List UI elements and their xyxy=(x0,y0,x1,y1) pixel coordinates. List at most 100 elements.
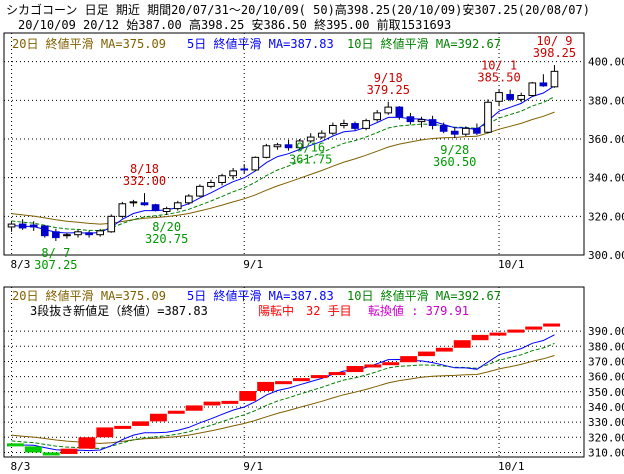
upper-candles xyxy=(7,65,559,241)
lower-y-tick-label: 370.00 xyxy=(588,355,624,368)
candle-up xyxy=(251,156,260,171)
candle-up xyxy=(528,82,537,97)
candle-down xyxy=(351,123,359,129)
upper-y-ticks: 300.00 320.00 340.00 360.00 380.00 400.00 xyxy=(588,56,624,262)
brick-up xyxy=(346,365,364,373)
candle-up xyxy=(329,124,337,134)
lower-y-tick-label: 310.00 xyxy=(588,446,624,459)
brick-up xyxy=(96,427,114,438)
candle-down xyxy=(539,82,548,87)
candle-up xyxy=(218,175,226,184)
brick-up xyxy=(275,381,292,385)
lower-y-tick-label: 340.00 xyxy=(588,401,624,414)
brick-down xyxy=(42,452,60,456)
candle-up xyxy=(184,195,193,204)
lower-legend-ma20: 20日 終値平滑 MA=375.09 xyxy=(12,288,166,303)
brick-up xyxy=(114,425,132,429)
brick-up xyxy=(310,375,328,379)
candle-down xyxy=(506,94,514,100)
candle-down xyxy=(40,225,49,237)
candle-up xyxy=(306,136,315,142)
candle-up xyxy=(461,127,470,135)
lower-x-tick-label: 8/3 xyxy=(11,460,31,473)
candle-down xyxy=(395,106,404,118)
header-line-1: シカゴコーン 日足 期近 期間20/07/31～20/10/09( 50)高39… xyxy=(6,2,590,17)
low-annotation: 361.75 xyxy=(289,153,332,167)
lower-y-tick-label: 330.00 xyxy=(588,416,624,429)
upper-x-tick-label: 10/1 xyxy=(498,258,525,271)
high-annotation: 332.00 xyxy=(123,174,166,188)
candle-up xyxy=(362,120,370,129)
upper-y-tick-label: 380.00 xyxy=(588,94,624,107)
low-annotation: 9/16 xyxy=(296,141,325,155)
high-annotation: 385.50 xyxy=(477,71,520,85)
brick-up xyxy=(418,351,435,357)
lower-status: 陽転中 32 手目 xyxy=(258,303,352,318)
brick-up xyxy=(400,356,418,363)
brick-up xyxy=(489,332,507,336)
low-annotation: 360.50 xyxy=(433,155,476,169)
header-line-2: 20/10/09 20/12 始387.00 高398.25 安386.50 終… xyxy=(18,17,451,32)
brick-up xyxy=(257,381,275,392)
low-annotation: 320.75 xyxy=(145,232,188,246)
candle-up xyxy=(340,123,348,126)
high-annotation: 398.25 xyxy=(533,46,576,60)
candle-down xyxy=(406,116,415,123)
brick-up xyxy=(203,401,221,406)
candle-up xyxy=(196,185,204,197)
candle-up xyxy=(317,132,326,138)
upper-x-tick-label: 8/3 xyxy=(11,258,31,271)
brick-up xyxy=(185,405,203,411)
lower-legend: 20日 終値平滑 MA=375.09 5日 終値平滑 MA=387.83 10日… xyxy=(12,288,501,318)
candle-down xyxy=(85,232,93,236)
brick-up xyxy=(453,340,471,348)
lower-legend-ma10: 10日 終値平滑 MA=392.67 xyxy=(347,288,501,303)
legend-ma20: 20日 終値平滑 MA=375.09 xyxy=(12,36,166,51)
brick-up xyxy=(328,372,346,376)
low-annotation: 9/28 xyxy=(440,143,469,157)
candle-up xyxy=(129,201,138,204)
lower-ma5-line xyxy=(11,334,555,452)
candle-up xyxy=(74,231,82,236)
brick-up xyxy=(78,437,96,449)
candle-up xyxy=(118,203,127,217)
brick-up xyxy=(471,334,489,341)
candle-down xyxy=(428,119,437,126)
low-annotation: 8/ 7 xyxy=(41,246,70,260)
brick-up xyxy=(132,421,149,426)
legend-ma10: 10日 終値平滑 MA=392.67 xyxy=(347,36,501,51)
brick-up xyxy=(167,410,185,414)
brick-up xyxy=(60,448,78,454)
candle-down xyxy=(140,202,149,206)
lower-x-tick-label: 10/1 xyxy=(498,460,525,473)
upper-y-tick-label: 300.00 xyxy=(588,249,624,262)
candle-down xyxy=(240,168,249,171)
brick-up xyxy=(382,362,400,366)
candle-up xyxy=(384,106,393,114)
high-annotation: 9/18 xyxy=(374,71,403,85)
lower-bricks xyxy=(7,323,560,456)
candle-up xyxy=(495,92,503,102)
candle-down xyxy=(29,224,38,228)
upper-plot-frame xyxy=(3,32,585,256)
candle-up xyxy=(173,202,182,210)
lower-x-tick-label: 9/1 xyxy=(243,460,263,473)
candle-down xyxy=(473,127,481,134)
candle-up xyxy=(207,182,215,187)
candle-down xyxy=(450,130,459,135)
high-annotation: 10/ 9 xyxy=(536,34,572,48)
brick-up xyxy=(239,391,257,401)
lower-ma20-line xyxy=(11,355,555,444)
brick-up xyxy=(292,378,310,382)
candle-down xyxy=(439,124,448,132)
low-annotation: 307.25 xyxy=(34,258,77,272)
candle-down xyxy=(52,231,60,239)
brick-up xyxy=(507,329,525,333)
brick-down xyxy=(24,446,42,453)
high-annotation: 8/18 xyxy=(130,162,159,176)
upper-grid xyxy=(4,33,584,256)
brick-up xyxy=(435,347,453,352)
candle-up xyxy=(373,112,382,121)
high-annotation: 379.25 xyxy=(367,83,410,97)
brick-up xyxy=(525,326,543,330)
